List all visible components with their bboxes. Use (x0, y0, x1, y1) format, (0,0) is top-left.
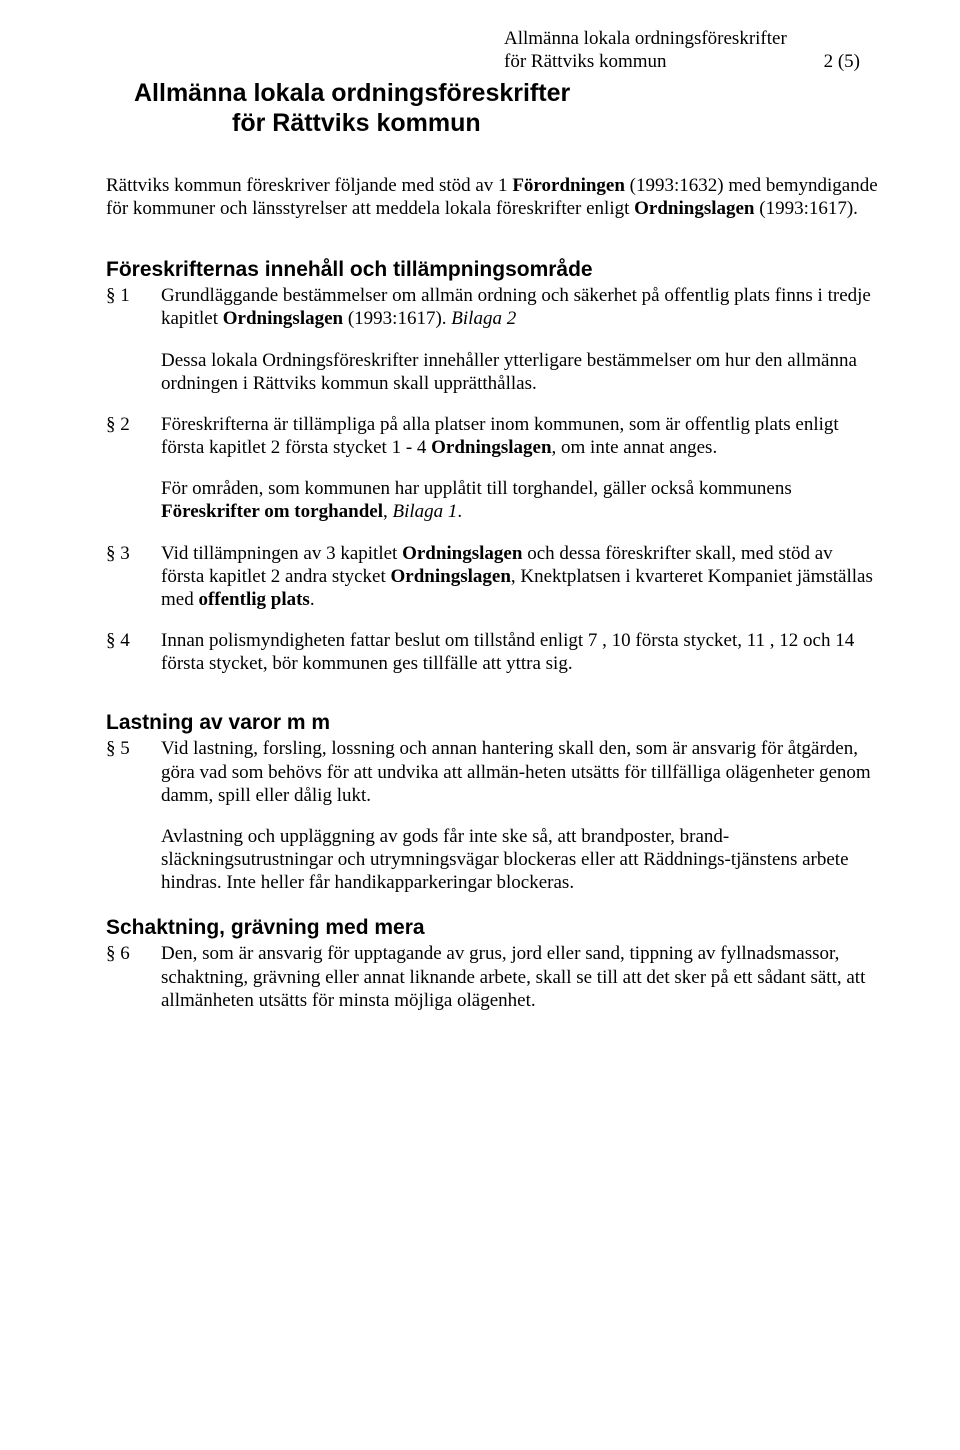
intro-paragraph: Rättviks kommun föreskriver följande med… (106, 174, 880, 220)
paragraph-5: § 5 Vid lastning, forsling, lossning och… (106, 737, 880, 894)
header-line2: för Rättviks kommun 2 (5) (504, 51, 860, 74)
para-label: § 5 (106, 737, 161, 760)
running-header: Allmänna lokala ordningsföreskrifter för… (504, 28, 880, 74)
paragraph-2: § 2 Föreskrifterna är tillämpliga på all… (106, 413, 880, 524)
header-line2-left: för Rättviks kommun (504, 51, 667, 74)
paragraph-6: § 6 Den, som är ansvarig för upptagande … (106, 942, 880, 1012)
document-page: Allmänna lokala ordningsföreskrifter för… (0, 0, 960, 1070)
header-page-number: 2 (5) (824, 51, 860, 74)
section-heading-2: Lastning av varor m m (106, 711, 880, 735)
para-body: Vid lastning, forsling, lossning och ann… (161, 737, 880, 894)
para-body: Grundläggande bestämmelser om allmän ord… (161, 284, 880, 395)
para-body: Innan polismyndigheten fattar beslut om … (161, 629, 880, 675)
para-label: § 4 (106, 629, 161, 652)
header-line1: Allmänna lokala ordningsföreskrifter (504, 28, 880, 51)
para-label: § 3 (106, 542, 161, 565)
section-heading-1: Föreskrifternas innehåll och tillämpning… (106, 258, 880, 282)
para-label: § 2 (106, 413, 161, 436)
document-title-line1: Allmänna lokala ordningsföreskrifter (134, 78, 880, 109)
para-body: Vid tillämpningen av 3 kapitlet Ordnings… (161, 542, 880, 612)
para-sub: Avlastning och uppläggning av gods får i… (161, 825, 880, 895)
section-heading-3: Schaktning, grävning med mera (106, 916, 880, 940)
para-label: § 1 (106, 284, 161, 307)
paragraph-4: § 4 Innan polismyndigheten fattar beslut… (106, 629, 880, 675)
para-label: § 6 (106, 942, 161, 965)
para-body: Föreskrifterna är tillämpliga på alla pl… (161, 413, 880, 524)
para-sub: För områden, som kommunen har upplåtit t… (161, 477, 880, 523)
document-title-line2: för Rättviks kommun (232, 109, 880, 138)
para-sub: Dessa lokala Ordningsföreskrifter innehå… (161, 349, 880, 395)
para-body: Den, som är ansvarig för upptagande av g… (161, 942, 880, 1012)
paragraph-3: § 3 Vid tillämpningen av 3 kapitlet Ordn… (106, 542, 880, 612)
paragraph-1: § 1 Grundläggande bestämmelser om allmän… (106, 284, 880, 395)
